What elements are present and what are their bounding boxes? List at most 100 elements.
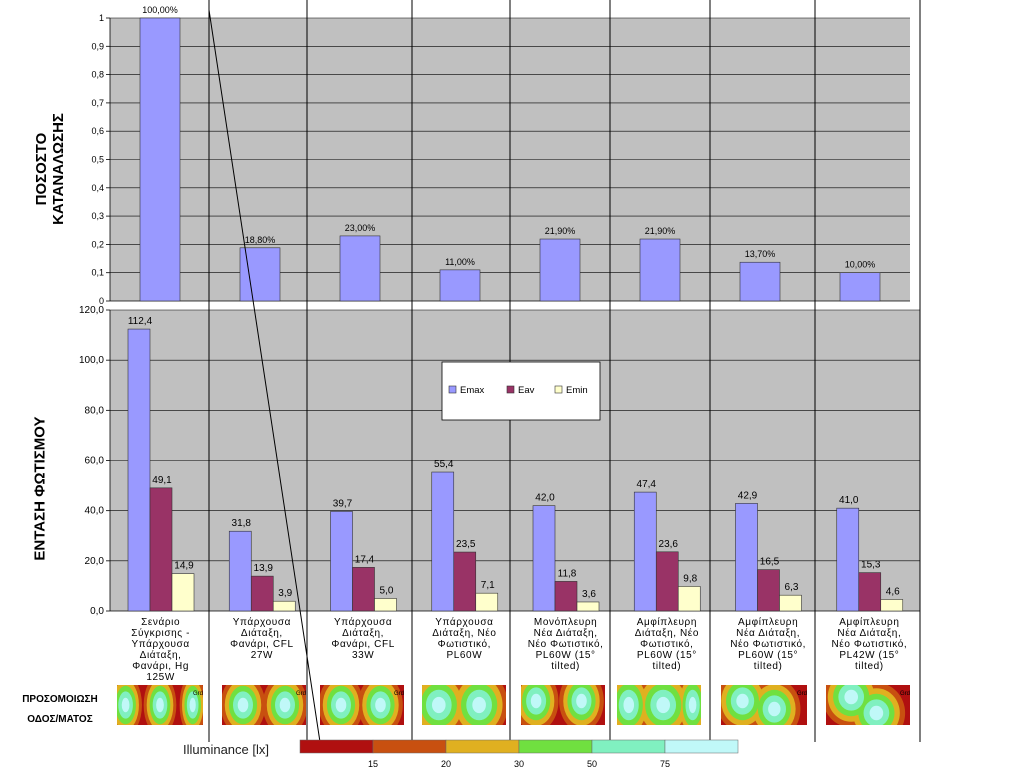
- legend-swatch-emax: [448, 385, 457, 394]
- scale-tick-label: 50: [587, 759, 597, 768]
- bar-label-emin: 7,1: [481, 580, 495, 591]
- category-label-line: Διάταξη,: [342, 628, 385, 639]
- bar-eav: [352, 567, 375, 612]
- category-label: Μονόπλευρη Νέα Διάταξη, Νέο Φωτιστικό, PL60…: [518, 617, 614, 672]
- illuminance-zone: [736, 693, 749, 709]
- heatmap-panel: Grd: [826, 685, 910, 725]
- y-tick-label: 0,0: [90, 606, 104, 617]
- bar-label-emax: 42,9: [738, 490, 758, 501]
- category-label-line: Διάταξη, Νέο: [432, 628, 497, 639]
- category-label-line: PL60W: [446, 650, 483, 661]
- heatmap-panel: [422, 685, 506, 725]
- consumption-bar: [639, 238, 681, 302]
- bar-label-eav: 13,9: [254, 563, 274, 574]
- heatmap-panel: Grd: [222, 685, 306, 725]
- heatmap-panel-label: Grd: [900, 691, 910, 697]
- y-tick-label: 0,2: [91, 239, 104, 249]
- category-label-line: Φανάρι, CFL: [331, 639, 395, 650]
- category-label-line: Νέο Φωτιστικό,: [730, 639, 807, 650]
- bar-label-emin: 14,9: [174, 561, 194, 572]
- bar-emax: [532, 505, 556, 612]
- bar-label-emin: 3,6: [582, 589, 596, 600]
- y-tick-label: 0,9: [91, 41, 104, 51]
- column-dividers: [208, 0, 921, 743]
- category-label-line: 125W: [146, 672, 175, 683]
- y-tick-label: 80,0: [85, 405, 105, 416]
- consumption-bar: [539, 238, 581, 302]
- y-tick-label: 0,5: [91, 155, 104, 165]
- consumption-bar-label: 13,70%: [745, 249, 776, 259]
- category-label-line: Υπάρχουσα: [131, 639, 190, 650]
- bar-eav: [149, 487, 173, 612]
- bar-eav: [655, 551, 679, 612]
- scale-swatch: [591, 739, 666, 754]
- bar-eav: [554, 581, 578, 612]
- illuminance-axis-title: ΕΝΤΑΣΗ ΦΩΤΙΣΜΟΥ: [32, 414, 49, 564]
- category-label-line: Αμφίπλευρη: [636, 617, 697, 628]
- category-label-line: Νέα Διάταξη,: [736, 628, 801, 639]
- category-label-line: 27W: [250, 650, 274, 661]
- illuminance-zone: [156, 697, 164, 713]
- bar-emin: [374, 598, 397, 612]
- bar-emax: [127, 328, 151, 612]
- bar-label-eav: 11,8: [558, 568, 577, 579]
- category-label-line: Σύγκρισης -: [131, 628, 191, 639]
- consumption-bar: [139, 17, 181, 302]
- category-label-line: Διάταξη, Νέο: [634, 628, 700, 639]
- bar-eav: [453, 551, 477, 612]
- simulation-label: ΠΡΟΣΟΜΟΙΩΣΗ ΟΔΟΣ/ΜΑΤΟΣ: [12, 690, 108, 730]
- bar-label-emax: 47,4: [637, 479, 657, 490]
- bar-eav: [858, 572, 882, 612]
- bar-eav: [250, 575, 274, 612]
- illuminance-zone: [375, 697, 386, 713]
- consumption-bar: [739, 261, 781, 302]
- consumption-axis-title-line-2: ΚΑΤΑΝΑΛΩΣΗΣ: [50, 113, 67, 225]
- bar-label-emax: 39,7: [333, 498, 353, 509]
- category-label-line: Φανάρι, Hg: [132, 661, 190, 672]
- illuminance-zone: [472, 696, 486, 714]
- heatmap-panel-label: Grd: [797, 691, 807, 697]
- consumption-chart: 0 0,1 0,2 0,3 0,4 0,5 0,6 0,7 0,8 0,9 1 100,00% 18,8…: [91, 5, 910, 306]
- y-tick-label: 0,3: [91, 211, 104, 221]
- illuminance-zone: [844, 689, 859, 705]
- category-label-line: Νέο Φωτιστικό,: [831, 639, 908, 650]
- bar-emax: [330, 511, 353, 612]
- bar-label-emin: 4,6: [886, 586, 900, 597]
- bar-emin: [171, 573, 195, 612]
- category-label-line: tilted): [551, 661, 580, 672]
- scale-swatch: [372, 739, 447, 754]
- scale-swatch: [518, 739, 593, 754]
- y-tick-label: 60,0: [85, 456, 105, 467]
- category-label-line: Νέα Διάταξη,: [837, 628, 902, 639]
- bar-emin: [475, 592, 499, 612]
- category-label-line: Σενάριο: [141, 617, 181, 628]
- y-tick-label: 100,0: [79, 355, 104, 366]
- bar-label-emin: 6,3: [785, 582, 799, 593]
- scale-swatch: [664, 739, 739, 754]
- consumption-bar: [439, 269, 481, 302]
- y-tick-label: 0,4: [91, 183, 104, 193]
- heatmap-panel-label: Grd: [193, 691, 203, 697]
- bar-emax: [735, 503, 758, 612]
- bar-label-eav: 17,4: [355, 554, 375, 565]
- bar-emin: [880, 599, 904, 612]
- y-tick-label: 0,7: [91, 98, 104, 108]
- illuminance-zone: [530, 693, 542, 709]
- illuminance-zone: [279, 697, 291, 713]
- illuminance-zone: [189, 697, 196, 713]
- illuminance-zone: [121, 697, 130, 713]
- heatmap-panel: Grd: [721, 685, 807, 725]
- category-label-line: Νέα Διάταξη,: [533, 628, 598, 639]
- illuminance-zone: [768, 701, 781, 717]
- y-tick-label: 20,0: [85, 556, 105, 567]
- category-label: Αμφίπλευρη Νέα Διάταξη, Νέο Φωτιστικό, PL42…: [821, 617, 917, 672]
- scale-tick-label: 30: [514, 759, 524, 768]
- illuminance-zone: [576, 693, 587, 709]
- category-label: Υπάρχουσα Διάταξη, Νέο Φωτιστικό, PL60W: [416, 617, 512, 661]
- scale-tick-label: 20: [441, 759, 451, 768]
- bar-emax: [431, 471, 455, 612]
- bar-emin: [779, 594, 802, 612]
- consumption-bar-label: 21,90%: [545, 226, 576, 236]
- illuminance-zone: [335, 697, 347, 713]
- bar-emin: [677, 586, 701, 612]
